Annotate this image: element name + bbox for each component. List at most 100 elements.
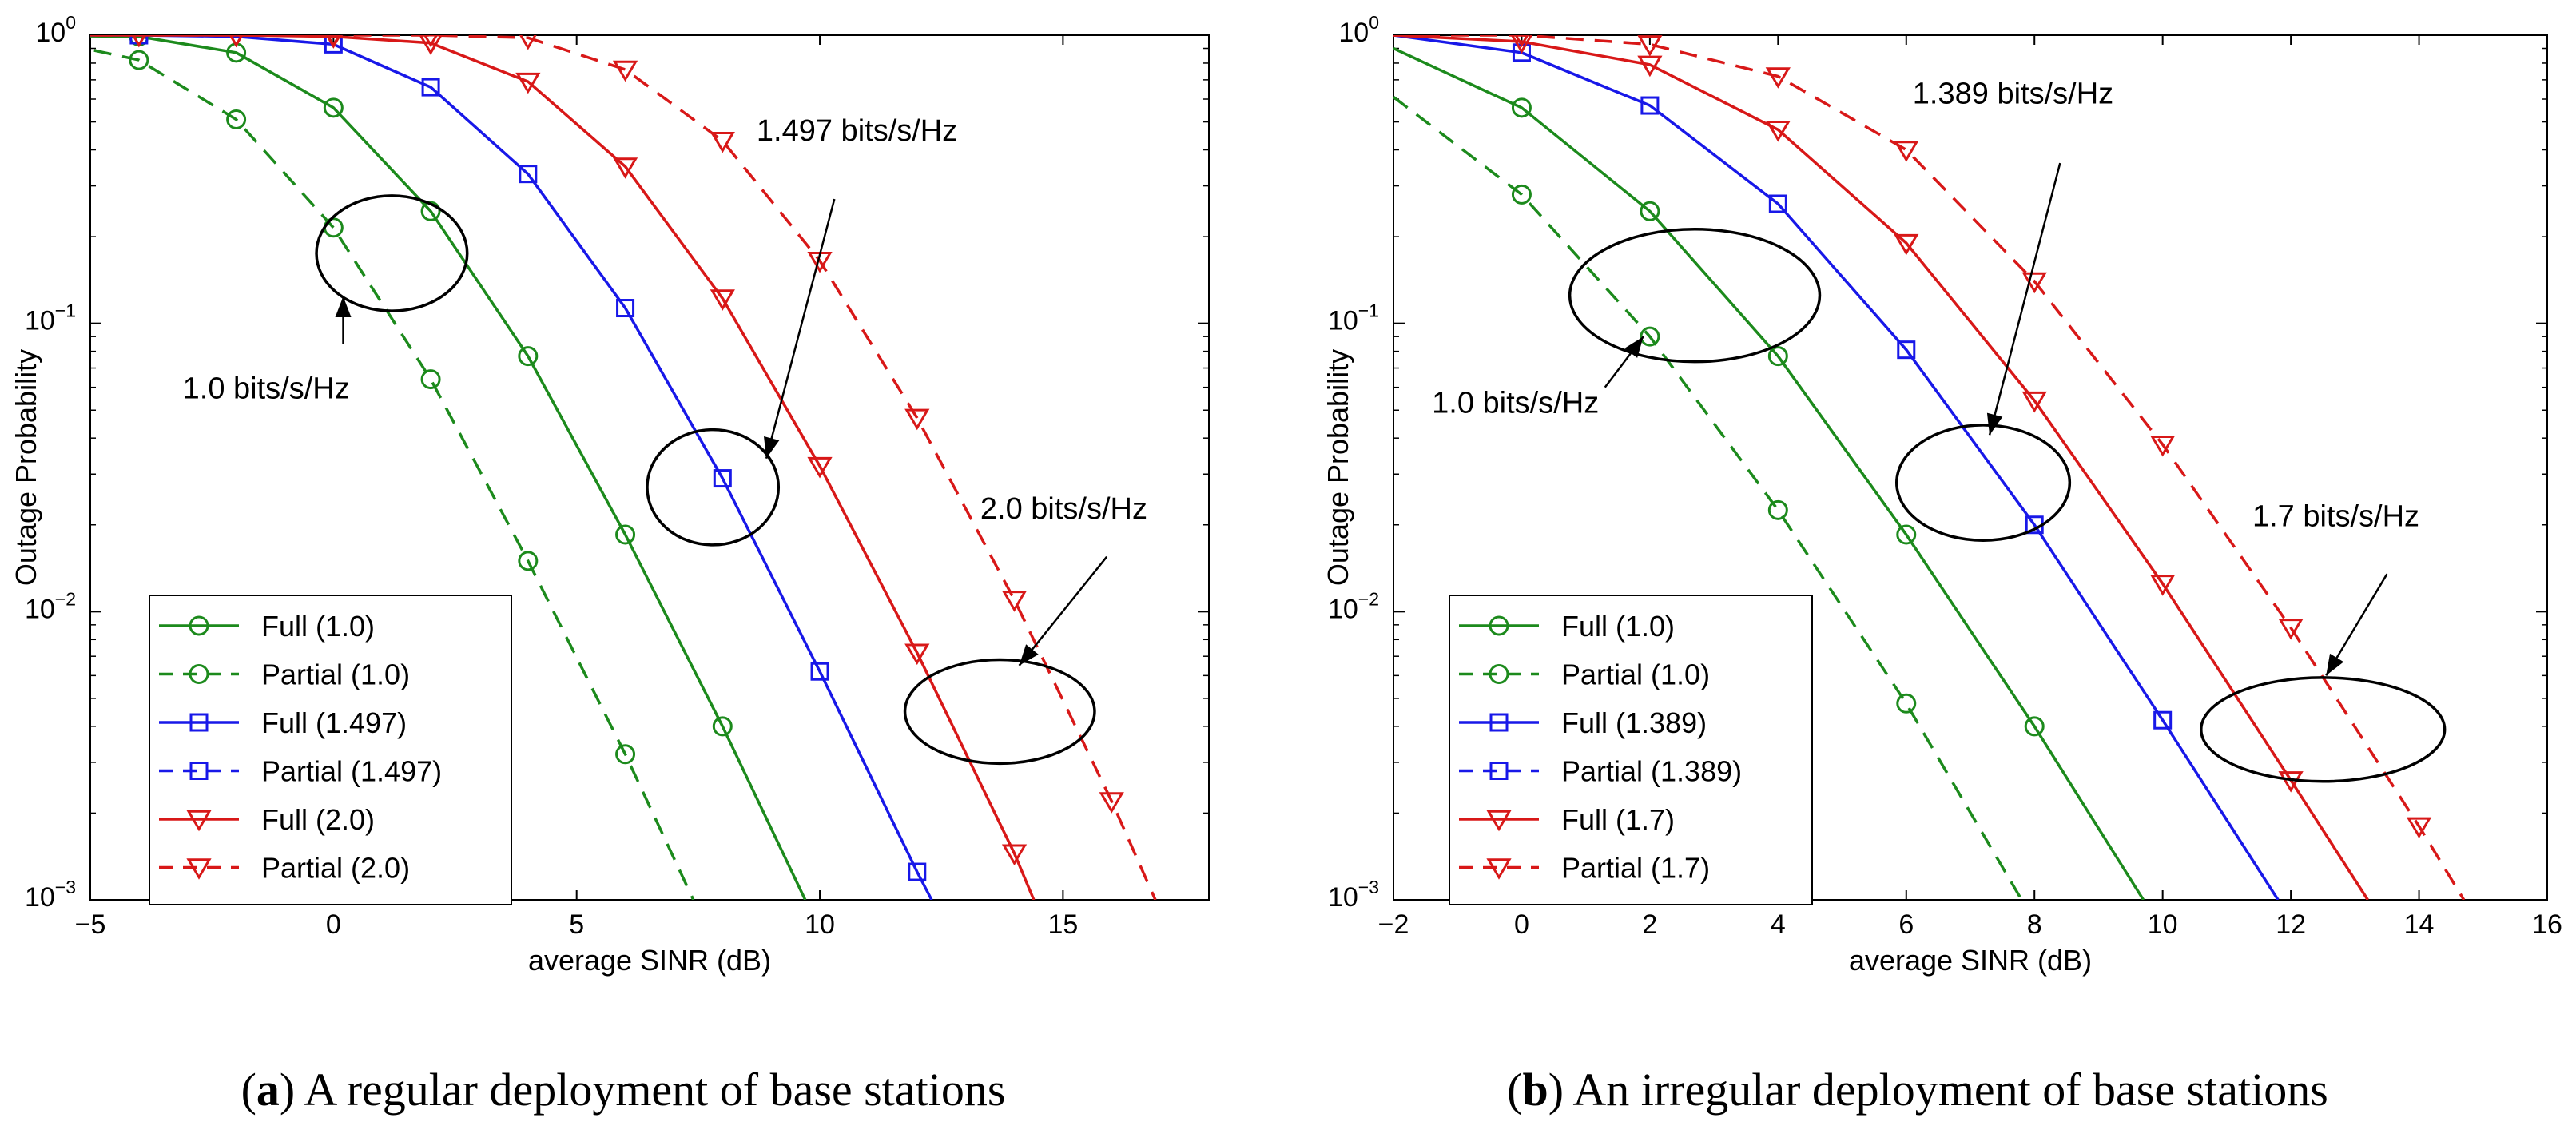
annotation-arrow	[765, 198, 836, 459]
series-full-1-7-line	[1393, 35, 2369, 900]
series-partial-1-0-marker	[1511, 184, 1532, 205]
series-full-1-497-marker	[616, 299, 635, 318]
y-tick-label: 10−2	[1328, 588, 1379, 624]
legend-marker	[189, 664, 209, 684]
legend: Full (1.0) Partial (1.0) Full (1.389) Parti…	[1449, 595, 1813, 905]
caption-b-text: An irregular deployment of base stations	[1572, 1064, 2328, 1116]
y-tick-base: 10	[35, 18, 66, 48]
series-partial-1-7-marker	[1637, 35, 1663, 57]
annotation-label: 1.7 bits/s/Hz	[2252, 499, 2419, 533]
x-tick-label: 10	[805, 909, 835, 940]
caption-a: (a) A regular deployment of base station…	[241, 1064, 1006, 1116]
series-partial-1-0-marker	[420, 369, 441, 390]
series-full-1-0-marker	[1511, 97, 1532, 118]
series-full-1-0-marker	[1896, 524, 1917, 545]
legend-label: Full (1.7)	[1561, 803, 1675, 836]
x-tick-label: 16	[2532, 909, 2562, 940]
y-tick-label: 10−3	[25, 877, 76, 913]
series-full-1-7-marker	[1765, 121, 1791, 142]
series-full-1-389-marker	[1640, 96, 1660, 115]
legend-label: Full (1.0)	[261, 610, 375, 643]
series-partial-2-0-marker	[131, 35, 146, 48]
annotation-arrowhead	[2326, 653, 2344, 676]
caption-b: (b) An irregular deployment of base stat…	[1507, 1064, 2328, 1116]
annotation-ellipse	[1568, 228, 1822, 364]
x-axis-label: average SINR (dB)	[1849, 944, 2092, 977]
legend-label: Partial (1.0)	[1561, 659, 1710, 691]
y-axis-label: Outage Probability	[1322, 349, 1354, 586]
x-axis-label: average SINR (dB)	[528, 944, 771, 977]
series-partial-1-7-marker	[2406, 817, 2432, 839]
x-tick-label: 2	[1642, 909, 1657, 940]
annotation-arrowhead	[1986, 412, 2003, 436]
series-partial-1-0-line	[90, 48, 695, 900]
y-tick-exponent: −3	[1358, 877, 1379, 897]
series-full-2-0-marker	[807, 456, 833, 479]
legend-label: Partial (1.497)	[261, 755, 442, 788]
y-tick-base: 10	[1328, 882, 1358, 913]
annotation-arrowhead	[1624, 336, 1644, 358]
y-tick-label: 10−1	[25, 300, 76, 336]
series-partial-1-0-marker	[129, 50, 149, 70]
annotation-label: 1.497 bits/s/Hz	[757, 114, 957, 148]
x-tick-label: 12	[2276, 909, 2306, 940]
series-full-2-0-marker	[612, 157, 638, 179]
annotation-arrowhead	[1019, 644, 1039, 666]
series-full-1-389-marker	[1768, 194, 1787, 213]
y-tick-exponent: −3	[55, 877, 76, 897]
x-tick-label: 5	[569, 909, 584, 940]
legend-marker	[1489, 615, 1509, 636]
series-full-1-7-marker	[1894, 233, 1919, 256]
y-tick-base: 10	[1328, 306, 1358, 336]
y-tick-exponent: −2	[1358, 588, 1379, 609]
y-tick-base: 10	[25, 594, 55, 624]
series-partial-1-0-marker	[1767, 499, 1788, 520]
series-group	[90, 35, 1157, 900]
series-partial-2-0-marker	[423, 35, 439, 48]
x-tick-label: −5	[75, 909, 106, 940]
annotation-arrowhead	[335, 296, 352, 317]
y-tick-base: 10	[1338, 18, 1369, 48]
y-tick-label: 100	[1338, 12, 1379, 48]
series-partial-2-0-marker	[1099, 792, 1124, 814]
series-partial-1-0-marker	[1640, 326, 1660, 347]
series-partial-1-0-marker	[1896, 693, 1917, 714]
series-partial-1-7-marker	[1765, 67, 1791, 89]
series-full-1-497-marker	[713, 469, 732, 488]
series-partial-2-0-marker	[229, 35, 244, 48]
annotation-label: 1.389 bits/s/Hz	[1913, 77, 2113, 110]
legend-box	[149, 595, 512, 905]
y-tick-exponent: 0	[66, 12, 76, 33]
annotation-label: 1.0 bits/s/Hz	[1432, 386, 1599, 420]
series-full-1-0-marker	[615, 524, 636, 545]
y-axis-label: Outage Probability	[10, 349, 42, 586]
annotation-ellipse	[1894, 424, 2072, 542]
caption-a-letter: a	[256, 1064, 280, 1116]
legend-marker	[1489, 762, 1509, 780]
annotation-arrow	[1988, 162, 2061, 436]
legend-marker	[186, 810, 212, 832]
x-tick-label: 6	[1898, 909, 1914, 940]
series-full-1-497-marker	[421, 78, 440, 97]
legend-marker	[1486, 858, 1512, 880]
series-partial-2-0-marker	[612, 60, 638, 82]
series-partial-1-7-marker	[2278, 619, 2304, 640]
x-tick-label: 4	[1771, 909, 1786, 940]
series-full-1-7-marker	[1510, 35, 1533, 54]
series-partial-1-0-marker	[518, 551, 539, 571]
legend-label: Partial (1.7)	[1561, 852, 1710, 885]
y-tick-exponent: −2	[55, 588, 76, 609]
caption-b-open-paren: (	[1507, 1064, 1522, 1116]
x-tick-label: 0	[326, 909, 341, 940]
series-partial-2-0-line	[90, 35, 1157, 900]
plot-frame	[1393, 34, 2548, 901]
series-full-1-0-marker	[323, 97, 344, 118]
series-full-2-0-marker	[710, 289, 735, 311]
y-tick-base: 10	[25, 306, 55, 336]
series-group	[1393, 35, 2466, 900]
x-tick-label: 8	[2027, 909, 2042, 940]
y-tick-exponent: −1	[1358, 300, 1379, 321]
annotation-ellipse	[315, 194, 469, 312]
